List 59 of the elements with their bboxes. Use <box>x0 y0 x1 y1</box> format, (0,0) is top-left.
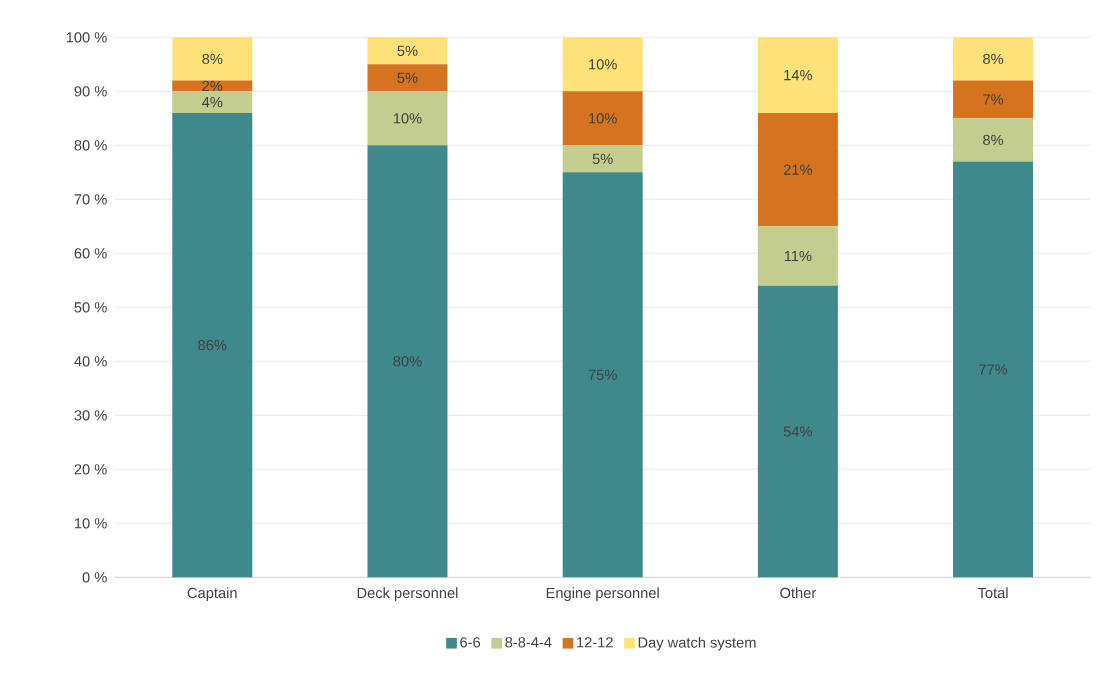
data-label: 80% <box>393 356 422 367</box>
data-label: 8% <box>202 53 223 65</box>
bar <box>367 64 448 92</box>
data-label: 21% <box>783 164 812 175</box>
data-label: 10% <box>589 59 617 70</box>
data-label: 2% <box>202 80 223 92</box>
data-label: 4% <box>202 97 223 108</box>
bar <box>172 112 253 578</box>
data-label: 86% <box>198 339 227 351</box>
data-label: 10% <box>589 113 617 124</box>
bar <box>562 91 643 146</box>
y-tick-label: 50 % <box>74 302 107 313</box>
data-label: 14% <box>784 70 812 81</box>
y-tick-label: 80 % <box>74 140 107 151</box>
x-tick-label: Other <box>780 587 816 599</box>
data-label: 54% <box>783 426 812 437</box>
bar <box>953 80 1034 119</box>
data-label: 75% <box>588 369 617 380</box>
y-tick-label: 10 % <box>74 518 107 529</box>
legend-label: Day watch system <box>638 636 756 651</box>
x-tick-label: Engine personnel <box>546 587 659 602</box>
bar <box>562 172 643 578</box>
bar <box>757 37 838 113</box>
y-tick-label: 20 % <box>74 464 107 475</box>
bar <box>367 145 448 578</box>
bar <box>172 91 253 113</box>
bar <box>953 37 1034 81</box>
data-label: 5% <box>397 72 418 83</box>
y-tick-label: 100 % <box>66 32 107 43</box>
y-tick-label: 0 % <box>82 572 107 583</box>
data-label: 5% <box>397 45 418 56</box>
bar <box>953 161 1034 578</box>
bar <box>172 37 253 81</box>
x-tick-label: Captain <box>187 587 237 602</box>
y-tick-label: 90 % <box>74 86 107 97</box>
data-label: 5% <box>592 153 613 164</box>
bar <box>757 226 838 286</box>
bar <box>757 285 838 578</box>
y-tick-label: 40 % <box>74 356 107 367</box>
data-label: 7% <box>983 94 1004 105</box>
bar <box>757 112 838 227</box>
x-tick-label: Total <box>977 587 1008 599</box>
data-label: 77% <box>979 364 1008 375</box>
data-label: 11% <box>784 250 812 262</box>
y-tick-label: 60 % <box>74 248 107 259</box>
bar <box>367 37 448 65</box>
legend-label: 6-6 <box>460 637 481 648</box>
legend-label: 8-8-4-4 <box>505 637 552 648</box>
y-tick-label: 70 % <box>74 194 107 205</box>
data-label: 8% <box>983 134 1004 146</box>
data-label: 10% <box>393 113 422 124</box>
x-tick-label: Deck personnel <box>357 587 458 602</box>
bar <box>953 118 1034 162</box>
data-label: 8% <box>983 53 1004 65</box>
y-tick-label: 30 % <box>74 410 107 421</box>
bar <box>367 91 448 146</box>
bar <box>562 145 643 173</box>
legend-label: 12-12 <box>577 637 613 648</box>
bar <box>562 37 643 92</box>
